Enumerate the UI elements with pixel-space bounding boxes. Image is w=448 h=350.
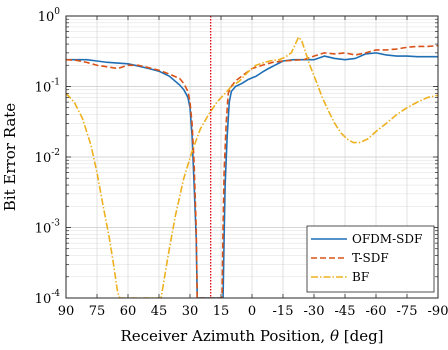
y-axis-label: Bit Error Rate	[1, 103, 19, 211]
legend-label: BF	[352, 270, 369, 284]
x-axis-label-symbol: θ	[330, 327, 339, 345]
y-tick-label: 100	[38, 7, 61, 25]
ticks-layer	[65, 15, 439, 299]
x-tick-label: 90	[58, 304, 75, 319]
x-tick-label: 15	[213, 304, 230, 319]
x-tick-label: -60	[366, 304, 387, 319]
series-line-bf	[66, 36, 438, 298]
y-tick-label: 10-1	[35, 78, 60, 96]
x-axis-label: Receiver Azimuth Position, θ [deg]	[120, 327, 383, 345]
x-axis-label-main: Receiver Azimuth Position,	[120, 327, 329, 345]
x-tick-label: 0	[248, 304, 256, 319]
x-tick-label: -45	[335, 304, 356, 319]
series-line-ofdm-sdf	[66, 52, 438, 298]
legend-label: OFDM-SDF	[352, 232, 422, 246]
legend-box	[306, 225, 435, 293]
y-tick-label: 10-3	[35, 219, 61, 237]
legend: OFDM-SDF T-SDF BF	[306, 225, 435, 293]
series-layer	[66, 36, 438, 298]
y-tick-labels: 100 10-1 10-2 10-3 10-4	[35, 7, 61, 307]
x-tick-label: 45	[151, 304, 168, 319]
x-axis-label-unit: [deg]	[339, 327, 384, 345]
x-tick-label: 60	[120, 304, 137, 319]
x-tick-label: -90	[428, 304, 448, 319]
x-tick-label: 75	[89, 304, 106, 319]
x-tick-label: -15	[273, 304, 294, 319]
y-tick-label: 10-2	[35, 148, 60, 166]
x-tick-label: -75	[397, 304, 418, 319]
y-tick-label: 10-4	[35, 289, 61, 307]
x-tick-label: -30	[304, 304, 325, 319]
legend-label: T-SDF	[352, 251, 389, 265]
x-tick-label: 30	[182, 304, 199, 319]
series-line-t-sdf	[66, 44, 438, 298]
x-tick-labels: 90 75 60 45 30 15 0 -15 -30 -45 -60 -75 -90	[58, 304, 448, 319]
